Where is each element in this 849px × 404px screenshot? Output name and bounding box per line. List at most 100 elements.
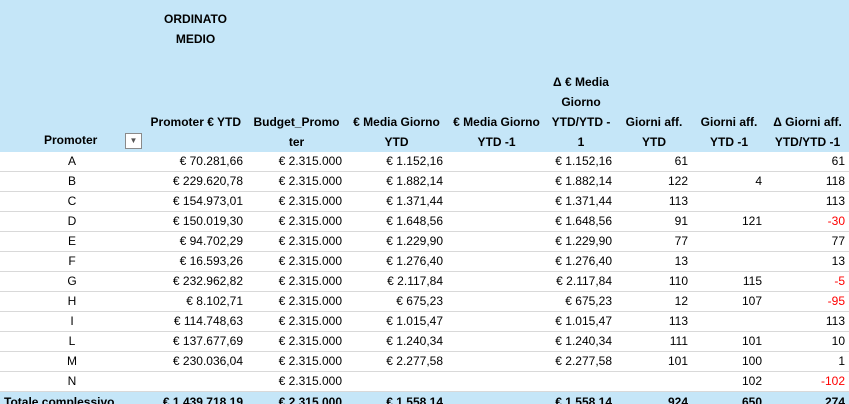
- delta-giorni-cell[interactable]: -95: [766, 291, 849, 312]
- total-delta-media-cell[interactable]: € 1.558,14: [546, 391, 616, 404]
- giorni-ytd-cell[interactable]: 61: [616, 152, 692, 172]
- delta-giorni-cell[interactable]: -30: [766, 211, 849, 232]
- media-ytd1-cell[interactable]: [447, 191, 546, 212]
- total-delta-giorni-cell[interactable]: 274: [766, 391, 849, 404]
- giorni-ytd1-cell[interactable]: 121: [692, 211, 766, 232]
- giorni-ytd1-cell[interactable]: [692, 152, 766, 172]
- promoter-cell[interactable]: H: [0, 291, 144, 312]
- promoter-cell[interactable]: M: [0, 351, 144, 372]
- promoter-ytd-cell[interactable]: € 154.973,01: [144, 191, 247, 212]
- promoter-cell[interactable]: F: [0, 251, 144, 272]
- giorni-ytd-cell[interactable]: 110: [616, 271, 692, 292]
- promoter-cell[interactable]: L: [0, 331, 144, 352]
- media-ytd1-cell[interactable]: [447, 311, 546, 332]
- delta-giorni-cell[interactable]: 13: [766, 251, 849, 272]
- giorni-ytd-cell[interactable]: [616, 371, 692, 392]
- promoter-cell[interactable]: E: [0, 231, 144, 252]
- media-ytd-cell[interactable]: € 1.015,47: [346, 311, 447, 332]
- budget-cell[interactable]: € 2.315.000: [247, 231, 346, 252]
- giorni-ytd-cell[interactable]: 13: [616, 251, 692, 272]
- delta-giorni-cell[interactable]: 118: [766, 171, 849, 192]
- delta-media-cell[interactable]: € 1.648,56: [546, 211, 616, 232]
- delta-media-cell[interactable]: [546, 371, 616, 392]
- total-media-ytd-cell[interactable]: € 1.558,14: [346, 391, 447, 404]
- total-promoter-ytd-cell[interactable]: € 1.439.718,19: [144, 391, 247, 404]
- promoter-cell[interactable]: A: [0, 152, 144, 172]
- media-ytd1-cell[interactable]: [447, 331, 546, 352]
- media-ytd-cell[interactable]: € 1.229,90: [346, 231, 447, 252]
- total-budget-cell[interactable]: € 2.315.000: [247, 391, 346, 404]
- media-ytd-cell[interactable]: € 1.371,44: [346, 191, 447, 212]
- budget-cell[interactable]: € 2.315.000: [247, 211, 346, 232]
- giorni-ytd-cell[interactable]: 12: [616, 291, 692, 312]
- budget-cell[interactable]: € 2.315.000: [247, 191, 346, 212]
- giorni-ytd1-cell[interactable]: [692, 231, 766, 252]
- promoter-ytd-cell[interactable]: € 150.019,30: [144, 211, 247, 232]
- delta-media-cell[interactable]: € 1.240,34: [546, 331, 616, 352]
- delta-giorni-cell[interactable]: 113: [766, 191, 849, 212]
- media-ytd1-cell[interactable]: [447, 251, 546, 272]
- giorni-ytd1-cell[interactable]: 4: [692, 171, 766, 192]
- delta-media-cell[interactable]: € 675,23: [546, 291, 616, 312]
- promoter-cell[interactable]: D: [0, 211, 144, 232]
- media-ytd-cell[interactable]: € 2.117,84: [346, 271, 447, 292]
- delta-giorni-cell[interactable]: 77: [766, 231, 849, 252]
- delta-giorni-cell[interactable]: 113: [766, 311, 849, 332]
- giorni-ytd1-cell[interactable]: [692, 191, 766, 212]
- budget-cell[interactable]: € 2.315.000: [247, 271, 346, 292]
- delta-giorni-cell[interactable]: -102: [766, 371, 849, 392]
- total-giorni-ytd1-cell[interactable]: 650: [692, 391, 766, 404]
- media-ytd-cell[interactable]: € 1.648,56: [346, 211, 447, 232]
- total-media-ytd1-cell[interactable]: [447, 391, 546, 404]
- delta-giorni-cell[interactable]: 10: [766, 331, 849, 352]
- promoter-cell[interactable]: B: [0, 171, 144, 192]
- giorni-ytd-cell[interactable]: 101: [616, 351, 692, 372]
- budget-cell[interactable]: € 2.315.000: [247, 152, 346, 172]
- giorni-ytd-cell[interactable]: 91: [616, 211, 692, 232]
- media-ytd1-cell[interactable]: [447, 291, 546, 312]
- delta-media-cell[interactable]: € 1.882,14: [546, 171, 616, 192]
- media-ytd1-cell[interactable]: [447, 171, 546, 192]
- promoter-ytd-cell[interactable]: € 8.102,71: [144, 291, 247, 312]
- promoter-cell[interactable]: C: [0, 191, 144, 212]
- delta-media-cell[interactable]: € 1.371,44: [546, 191, 616, 212]
- total-promoter-cell[interactable]: Totale complessivo: [0, 391, 144, 404]
- promoter-ytd-cell[interactable]: € 229.620,78: [144, 171, 247, 192]
- giorni-ytd1-cell[interactable]: 101: [692, 331, 766, 352]
- budget-cell[interactable]: € 2.315.000: [247, 291, 346, 312]
- media-ytd-cell[interactable]: € 675,23: [346, 291, 447, 312]
- delta-media-cell[interactable]: € 1.229,90: [546, 231, 616, 252]
- delta-giorni-cell[interactable]: 1: [766, 351, 849, 372]
- promoter-cell[interactable]: I: [0, 311, 144, 332]
- giorni-ytd1-cell[interactable]: 107: [692, 291, 766, 312]
- filter-button[interactable]: ▼: [125, 133, 142, 149]
- media-ytd-cell[interactable]: [346, 371, 447, 392]
- giorni-ytd1-cell[interactable]: 102: [692, 371, 766, 392]
- delta-giorni-cell[interactable]: -5: [766, 271, 849, 292]
- media-ytd1-cell[interactable]: [447, 231, 546, 252]
- promoter-ytd-cell[interactable]: € 70.281,66: [144, 152, 247, 172]
- media-ytd1-cell[interactable]: [447, 371, 546, 392]
- giorni-ytd-cell[interactable]: 111: [616, 331, 692, 352]
- media-ytd-cell[interactable]: € 1.882,14: [346, 171, 447, 192]
- giorni-ytd1-cell[interactable]: 100: [692, 351, 766, 372]
- media-ytd-cell[interactable]: € 2.277,58: [346, 351, 447, 372]
- total-giorni-ytd-cell[interactable]: 924: [616, 391, 692, 404]
- budget-cell[interactable]: € 2.315.000: [247, 331, 346, 352]
- giorni-ytd-cell[interactable]: 77: [616, 231, 692, 252]
- media-ytd1-cell[interactable]: [447, 351, 546, 372]
- promoter-ytd-cell[interactable]: € 94.702,29: [144, 231, 247, 252]
- promoter-ytd-cell[interactable]: € 114.748,63: [144, 311, 247, 332]
- delta-media-cell[interactable]: € 1.152,16: [546, 152, 616, 172]
- delta-media-cell[interactable]: € 2.277,58: [546, 351, 616, 372]
- giorni-ytd-cell[interactable]: 122: [616, 171, 692, 192]
- budget-cell[interactable]: € 2.315.000: [247, 251, 346, 272]
- media-ytd1-cell[interactable]: [447, 152, 546, 172]
- giorni-ytd1-cell[interactable]: 115: [692, 271, 766, 292]
- media-ytd-cell[interactable]: € 1.276,40: [346, 251, 447, 272]
- budget-cell[interactable]: € 2.315.000: [247, 351, 346, 372]
- promoter-ytd-cell[interactable]: € 137.677,69: [144, 331, 247, 352]
- media-ytd1-cell[interactable]: [447, 271, 546, 292]
- promoter-ytd-cell[interactable]: € 232.962,82: [144, 271, 247, 292]
- promoter-cell[interactable]: G: [0, 271, 144, 292]
